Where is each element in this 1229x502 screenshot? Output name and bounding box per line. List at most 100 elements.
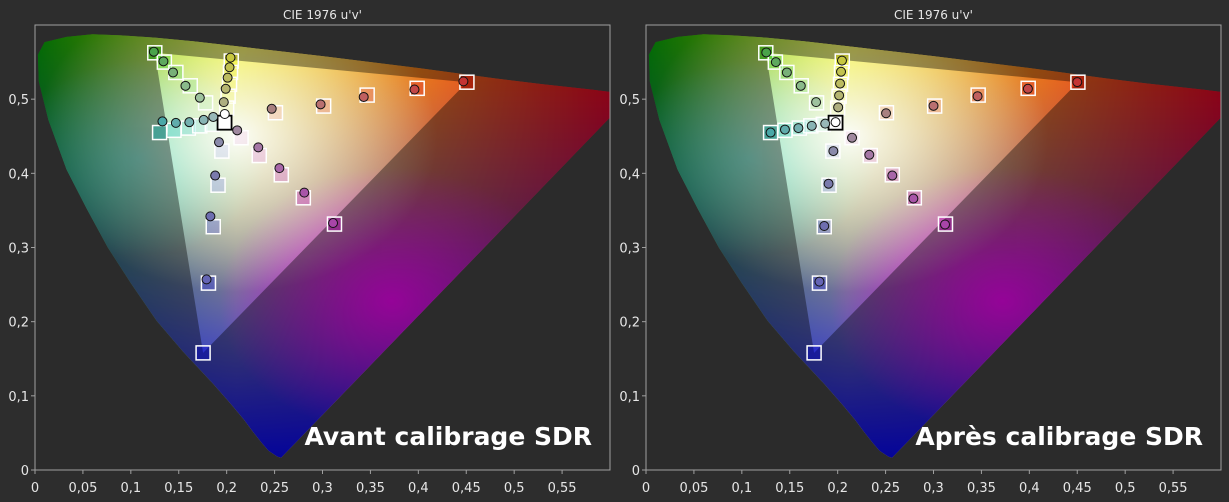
measured-point bbox=[225, 52, 236, 63]
x-tick-label: 0,25 bbox=[260, 481, 289, 496]
measured-point bbox=[218, 97, 229, 108]
measured-point bbox=[928, 100, 939, 111]
measured-point bbox=[315, 99, 326, 110]
x-tick-label: 0,2 bbox=[827, 481, 848, 496]
measured-point bbox=[795, 80, 806, 91]
measured-point bbox=[806, 120, 817, 131]
measured-point bbox=[170, 117, 181, 128]
measured-point bbox=[881, 108, 892, 119]
x-tick-label: 0,25 bbox=[871, 481, 900, 496]
measured-point bbox=[222, 72, 233, 83]
measured-point bbox=[908, 193, 919, 204]
measured-point bbox=[158, 56, 169, 67]
target-square bbox=[151, 124, 168, 141]
measured-point bbox=[814, 276, 825, 287]
measured-point bbox=[409, 84, 420, 95]
measured-point bbox=[220, 83, 231, 94]
measured-point bbox=[793, 123, 804, 134]
x-tick-label: 0,4 bbox=[1019, 481, 1040, 496]
measured-point bbox=[820, 118, 831, 129]
measured-point bbox=[157, 116, 168, 127]
measured-point bbox=[214, 137, 224, 148]
measured-point bbox=[1022, 83, 1033, 94]
x-tick-label: 0,45 bbox=[1063, 481, 1092, 496]
measured-point bbox=[864, 149, 875, 160]
measured-point bbox=[972, 91, 983, 102]
target-square bbox=[210, 177, 226, 193]
measured-point bbox=[253, 142, 264, 153]
measured-point bbox=[779, 124, 790, 135]
measured-point bbox=[781, 67, 792, 78]
target-square bbox=[205, 218, 221, 235]
measured-point bbox=[205, 211, 216, 222]
measured-point bbox=[198, 114, 209, 125]
y-tick-label: 0,3 bbox=[8, 242, 29, 257]
x-tick-label: 0,3 bbox=[923, 481, 944, 496]
target-square bbox=[806, 345, 822, 361]
y-tick-label: 0,2 bbox=[8, 316, 29, 331]
measured-point bbox=[224, 62, 235, 73]
x-tick-label: 0 bbox=[31, 481, 39, 496]
y-tick-label: 0,4 bbox=[8, 167, 29, 182]
y-tick-label: 0 bbox=[632, 464, 640, 479]
measured-point bbox=[823, 178, 834, 189]
y-tick-label: 0,4 bbox=[619, 167, 640, 182]
measured-point bbox=[819, 220, 830, 231]
measured-point bbox=[148, 46, 159, 57]
x-tick-label: 0,1 bbox=[731, 481, 752, 496]
x-tick-label: 0,3 bbox=[312, 481, 333, 496]
x-tick-label: 0,5 bbox=[1115, 481, 1136, 496]
x-tick-label: 0,35 bbox=[967, 481, 996, 496]
chart-title: CIE 1976 u'v' bbox=[894, 8, 973, 22]
measured-point bbox=[847, 132, 858, 143]
x-tick-label: 0,35 bbox=[356, 481, 385, 496]
x-tick-label: 0,2 bbox=[216, 481, 237, 496]
y-tick-label: 0,1 bbox=[619, 390, 640, 405]
chart-panel-after: CIE 1976 u'v' 0 0,05 0,1 0,15 0,2 0,25 0,3 0,35 0… bbox=[619, 8, 1222, 496]
x-tick-label: 0,15 bbox=[775, 481, 804, 496]
x-tick-label: 0,05 bbox=[68, 481, 97, 496]
measured-point bbox=[830, 117, 841, 128]
measured-point bbox=[458, 76, 469, 87]
x-tick-label: 0,55 bbox=[1159, 481, 1188, 496]
y-tick-label: 0,5 bbox=[619, 93, 640, 108]
chart-annotation-after: Après calibrage SDR bbox=[915, 422, 1203, 451]
measured-point bbox=[835, 78, 846, 89]
measured-point bbox=[184, 117, 195, 128]
measured-point bbox=[208, 111, 219, 122]
measured-point bbox=[770, 57, 781, 68]
chart-annotation-before: Avant calibrage SDR bbox=[304, 422, 592, 451]
measured-point bbox=[358, 91, 369, 102]
measured-point bbox=[836, 55, 847, 66]
measured-point bbox=[266, 103, 277, 114]
x-tick-label: 0 bbox=[642, 481, 650, 496]
measured-point bbox=[836, 66, 847, 77]
measured-point bbox=[328, 218, 339, 229]
target-square bbox=[195, 345, 211, 361]
measured-point bbox=[219, 109, 230, 119]
measured-point bbox=[761, 47, 772, 58]
measured-point bbox=[834, 90, 845, 101]
y-tick-label: 0,3 bbox=[619, 242, 640, 257]
measured-point bbox=[1072, 77, 1083, 88]
measured-point bbox=[299, 187, 310, 198]
measured-point bbox=[194, 92, 205, 103]
measured-point bbox=[833, 102, 844, 113]
measured-point bbox=[210, 170, 221, 181]
measured-point bbox=[180, 80, 191, 91]
x-tick-label: 0,4 bbox=[408, 481, 429, 496]
y-tick-label: 0,2 bbox=[619, 316, 640, 331]
x-tick-label: 0,5 bbox=[504, 481, 525, 496]
x-tick-label: 0,15 bbox=[164, 481, 193, 496]
measured-point bbox=[232, 125, 243, 136]
measured-point bbox=[274, 163, 285, 174]
y-tick-label: 0,5 bbox=[8, 93, 29, 108]
x-tick-label: 0,1 bbox=[120, 481, 141, 496]
x-tick-label: 0,55 bbox=[548, 481, 577, 496]
y-tick-label: 0,1 bbox=[8, 390, 29, 405]
x-tick-label: 0,45 bbox=[452, 481, 481, 496]
measured-point bbox=[940, 219, 950, 230]
chart-panel-before: CIE 1976 u'v' 0 0,05 0,1 0,15 0,2 0,25 0,3 0,35 0… bbox=[8, 8, 611, 496]
measured-point bbox=[828, 146, 839, 157]
